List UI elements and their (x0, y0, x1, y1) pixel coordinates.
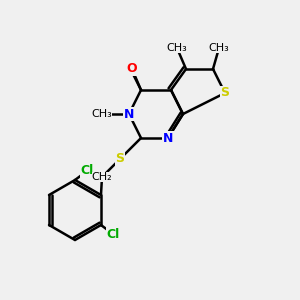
Text: CH₃: CH₃ (92, 109, 112, 119)
Text: N: N (163, 131, 173, 145)
Text: CH₂: CH₂ (92, 172, 112, 182)
Text: Cl: Cl (106, 227, 120, 241)
Text: Cl: Cl (80, 164, 94, 178)
Text: S: S (116, 152, 124, 166)
Text: N: N (124, 107, 134, 121)
Text: CH₃: CH₃ (208, 43, 230, 53)
Text: O: O (127, 62, 137, 76)
Text: S: S (220, 86, 230, 100)
Text: CH₃: CH₃ (167, 43, 188, 53)
